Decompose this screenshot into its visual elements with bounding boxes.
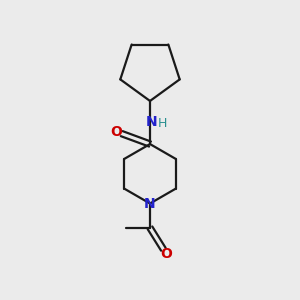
Text: N: N bbox=[144, 196, 156, 211]
Text: O: O bbox=[110, 125, 122, 139]
Text: H: H bbox=[158, 117, 167, 130]
Text: O: O bbox=[160, 247, 172, 261]
Text: N: N bbox=[146, 115, 157, 129]
